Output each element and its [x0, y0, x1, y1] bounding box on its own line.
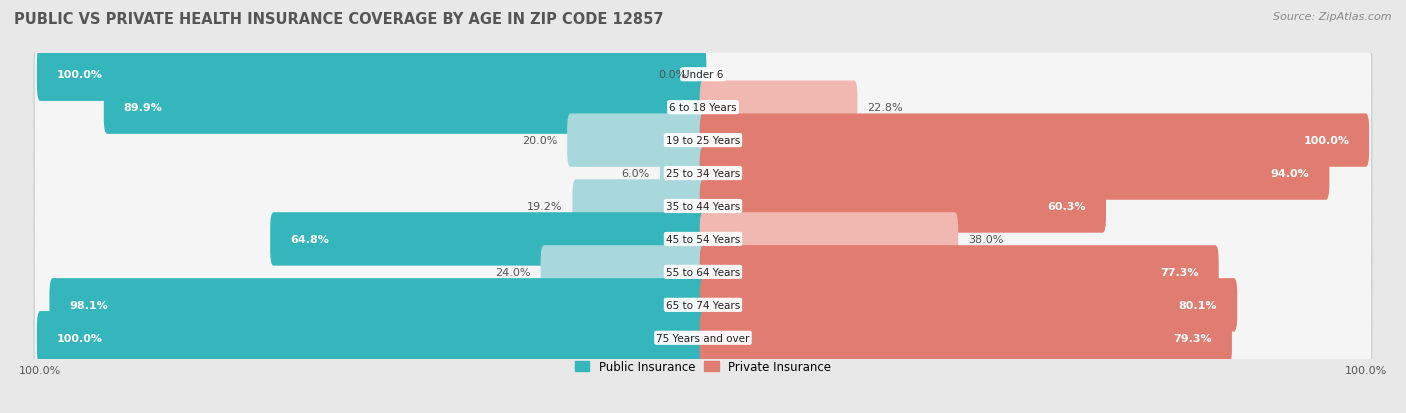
- Text: 0.0%: 0.0%: [658, 70, 686, 80]
- Text: 35 to 44 Years: 35 to 44 Years: [666, 202, 740, 211]
- FancyBboxPatch shape: [572, 180, 706, 233]
- FancyBboxPatch shape: [700, 114, 1369, 167]
- FancyBboxPatch shape: [37, 311, 706, 365]
- Text: 79.3%: 79.3%: [1174, 333, 1212, 343]
- FancyBboxPatch shape: [270, 213, 706, 266]
- FancyBboxPatch shape: [104, 81, 706, 135]
- Text: 38.0%: 38.0%: [969, 234, 1004, 244]
- Text: 6 to 18 Years: 6 to 18 Years: [669, 103, 737, 113]
- Text: 19 to 25 Years: 19 to 25 Years: [666, 136, 740, 146]
- FancyBboxPatch shape: [35, 209, 1371, 269]
- FancyBboxPatch shape: [35, 111, 1371, 171]
- Legend: Public Insurance, Private Insurance: Public Insurance, Private Insurance: [571, 356, 835, 378]
- FancyBboxPatch shape: [49, 278, 706, 332]
- FancyBboxPatch shape: [700, 147, 1330, 200]
- FancyBboxPatch shape: [34, 274, 1372, 336]
- FancyBboxPatch shape: [659, 147, 706, 200]
- Text: 24.0%: 24.0%: [495, 267, 530, 277]
- FancyBboxPatch shape: [540, 246, 706, 299]
- Text: 20.0%: 20.0%: [522, 136, 557, 146]
- FancyBboxPatch shape: [34, 241, 1372, 304]
- FancyBboxPatch shape: [34, 307, 1372, 369]
- Text: 94.0%: 94.0%: [1271, 169, 1309, 179]
- FancyBboxPatch shape: [34, 109, 1372, 172]
- Text: 100.0%: 100.0%: [1303, 136, 1350, 146]
- Text: 25 to 34 Years: 25 to 34 Years: [666, 169, 740, 179]
- Text: 75 Years and over: 75 Years and over: [657, 333, 749, 343]
- FancyBboxPatch shape: [35, 308, 1371, 368]
- Text: 100.0%: 100.0%: [56, 333, 103, 343]
- FancyBboxPatch shape: [700, 180, 1107, 233]
- FancyBboxPatch shape: [34, 44, 1372, 106]
- FancyBboxPatch shape: [34, 77, 1372, 139]
- Text: 22.8%: 22.8%: [868, 103, 903, 113]
- Text: PUBLIC VS PRIVATE HEALTH INSURANCE COVERAGE BY AGE IN ZIP CODE 12857: PUBLIC VS PRIVATE HEALTH INSURANCE COVER…: [14, 12, 664, 27]
- Text: 80.1%: 80.1%: [1178, 300, 1218, 310]
- Text: 64.8%: 64.8%: [290, 234, 329, 244]
- FancyBboxPatch shape: [34, 142, 1372, 205]
- Text: 98.1%: 98.1%: [69, 300, 108, 310]
- Text: 55 to 64 Years: 55 to 64 Years: [666, 267, 740, 277]
- Text: 65 to 74 Years: 65 to 74 Years: [666, 300, 740, 310]
- Text: Under 6: Under 6: [682, 70, 724, 80]
- FancyBboxPatch shape: [567, 114, 706, 167]
- FancyBboxPatch shape: [700, 311, 1232, 365]
- Text: 77.3%: 77.3%: [1160, 267, 1199, 277]
- FancyBboxPatch shape: [700, 213, 959, 266]
- Text: 45 to 54 Years: 45 to 54 Years: [666, 234, 740, 244]
- FancyBboxPatch shape: [35, 45, 1371, 105]
- FancyBboxPatch shape: [35, 78, 1371, 138]
- Text: Source: ZipAtlas.com: Source: ZipAtlas.com: [1274, 12, 1392, 22]
- FancyBboxPatch shape: [35, 275, 1371, 335]
- FancyBboxPatch shape: [37, 48, 706, 102]
- Text: 60.3%: 60.3%: [1047, 202, 1085, 211]
- Text: 19.2%: 19.2%: [527, 202, 562, 211]
- FancyBboxPatch shape: [35, 242, 1371, 302]
- FancyBboxPatch shape: [700, 81, 858, 135]
- FancyBboxPatch shape: [34, 175, 1372, 238]
- FancyBboxPatch shape: [700, 246, 1219, 299]
- FancyBboxPatch shape: [34, 208, 1372, 271]
- Text: 89.9%: 89.9%: [124, 103, 163, 113]
- FancyBboxPatch shape: [700, 278, 1237, 332]
- Text: 100.0%: 100.0%: [56, 70, 103, 80]
- FancyBboxPatch shape: [35, 144, 1371, 204]
- Text: 6.0%: 6.0%: [621, 169, 650, 179]
- FancyBboxPatch shape: [35, 177, 1371, 236]
